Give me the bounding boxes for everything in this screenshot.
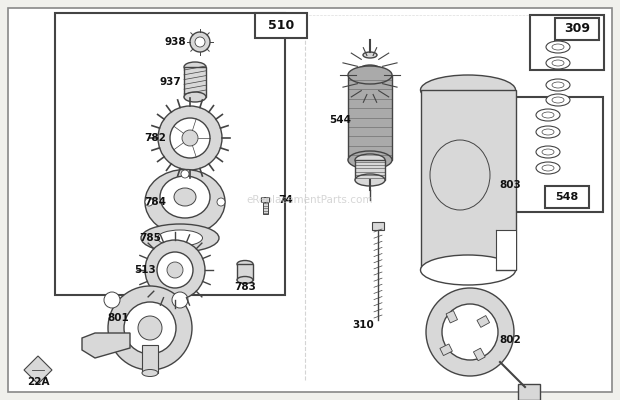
Ellipse shape — [348, 151, 392, 169]
Bar — [55, 13, 285, 295]
Text: 74: 74 — [278, 195, 293, 205]
Circle shape — [190, 32, 210, 52]
Bar — [474, 348, 485, 361]
Circle shape — [217, 198, 225, 206]
Ellipse shape — [552, 97, 564, 103]
Bar — [355, 160, 385, 180]
Ellipse shape — [546, 57, 570, 69]
Bar — [262, 202, 267, 214]
Ellipse shape — [141, 224, 219, 252]
Bar — [496, 230, 516, 270]
Circle shape — [145, 198, 153, 206]
Ellipse shape — [420, 255, 515, 285]
Ellipse shape — [542, 149, 554, 155]
Bar — [555, 18, 599, 40]
Bar — [142, 345, 158, 373]
Text: 803: 803 — [499, 180, 521, 190]
Circle shape — [172, 292, 188, 308]
Text: 783: 783 — [234, 282, 256, 292]
Circle shape — [170, 118, 210, 158]
Bar — [237, 264, 253, 280]
Ellipse shape — [142, 370, 158, 376]
Ellipse shape — [546, 94, 570, 106]
Ellipse shape — [536, 146, 560, 158]
Ellipse shape — [552, 82, 564, 88]
Ellipse shape — [552, 60, 564, 66]
Ellipse shape — [542, 165, 554, 171]
Bar — [372, 222, 384, 230]
Ellipse shape — [184, 62, 206, 72]
Bar — [446, 310, 458, 323]
Polygon shape — [82, 333, 130, 358]
Bar — [477, 316, 490, 327]
Bar — [255, 13, 307, 38]
Text: 938: 938 — [164, 37, 186, 47]
Bar — [530, 15, 604, 70]
Text: 782: 782 — [144, 133, 166, 143]
Ellipse shape — [174, 188, 196, 206]
Circle shape — [145, 240, 205, 300]
Circle shape — [181, 170, 189, 178]
Ellipse shape — [536, 126, 560, 138]
Text: 22A: 22A — [27, 377, 49, 387]
Text: 801: 801 — [107, 313, 129, 323]
Circle shape — [158, 106, 222, 170]
Bar — [421, 90, 516, 270]
Circle shape — [182, 130, 198, 146]
Ellipse shape — [536, 109, 560, 121]
Text: 309: 309 — [564, 22, 590, 36]
Text: 785: 785 — [139, 233, 161, 243]
Ellipse shape — [546, 79, 570, 91]
Circle shape — [157, 252, 193, 288]
Ellipse shape — [552, 44, 564, 50]
Text: 784: 784 — [144, 197, 166, 207]
Text: 548: 548 — [556, 192, 578, 202]
Circle shape — [108, 286, 192, 370]
Circle shape — [195, 37, 205, 47]
Text: 310: 310 — [352, 320, 374, 330]
Ellipse shape — [237, 276, 253, 284]
Circle shape — [104, 292, 120, 308]
Bar — [184, 67, 206, 97]
Circle shape — [442, 304, 498, 360]
Bar — [440, 344, 453, 356]
Ellipse shape — [237, 260, 253, 268]
Ellipse shape — [363, 52, 377, 58]
Ellipse shape — [355, 154, 385, 166]
Ellipse shape — [536, 162, 560, 174]
Text: 513: 513 — [134, 265, 156, 275]
Ellipse shape — [542, 129, 554, 135]
Bar — [545, 186, 589, 208]
Bar — [513, 97, 603, 212]
Polygon shape — [24, 356, 52, 384]
Ellipse shape — [355, 174, 385, 186]
Ellipse shape — [355, 65, 385, 85]
Ellipse shape — [546, 41, 570, 53]
Ellipse shape — [157, 230, 203, 246]
Text: 937: 937 — [159, 77, 181, 87]
Ellipse shape — [145, 170, 225, 234]
Bar — [348, 75, 392, 160]
Ellipse shape — [160, 176, 210, 218]
Ellipse shape — [420, 75, 515, 105]
Text: 802: 802 — [499, 335, 521, 345]
Circle shape — [124, 302, 176, 354]
Ellipse shape — [184, 92, 206, 102]
Circle shape — [181, 226, 189, 234]
Circle shape — [426, 288, 514, 376]
Bar — [261, 197, 269, 202]
Circle shape — [138, 316, 162, 340]
Text: 510: 510 — [268, 19, 294, 32]
Circle shape — [167, 262, 183, 278]
Ellipse shape — [348, 66, 392, 84]
Bar — [518, 384, 540, 400]
Text: eReplacementParts.com: eReplacementParts.com — [247, 195, 373, 205]
Text: 544: 544 — [329, 115, 351, 125]
Ellipse shape — [542, 112, 554, 118]
